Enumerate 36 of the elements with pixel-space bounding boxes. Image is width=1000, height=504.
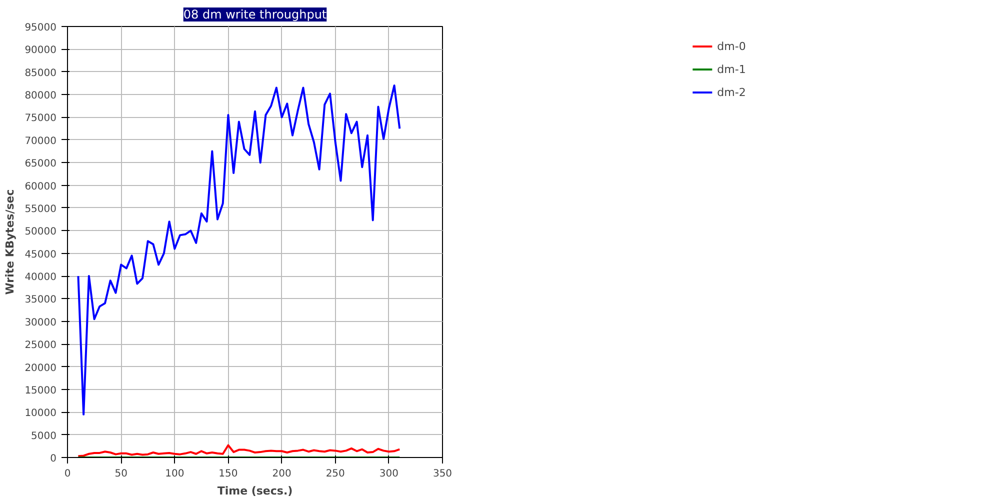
y-tick-label: 30000 [24, 317, 56, 328]
x-tick-label: 300 [379, 468, 398, 480]
y-tick-label: 75000 [24, 113, 56, 124]
line-series [77, 84, 401, 416]
line-series [77, 444, 401, 458]
x-tick-label: 200 [272, 468, 292, 480]
y-tick-label: 50000 [24, 226, 56, 238]
y-tick-label: 40000 [24, 272, 56, 284]
y-tick-label: 70000 [24, 136, 56, 147]
y-tick-label: 5000 [31, 430, 57, 442]
y-tick-label: 55000 [24, 204, 56, 215]
y-tick-label: 60000 [24, 181, 56, 192]
y-tick-label: 35000 [24, 294, 56, 306]
y-axis-title: Write KBytes/sec [4, 189, 17, 295]
legend-label: dm-2 [717, 86, 746, 98]
y-tick-label: 90000 [24, 45, 56, 56]
y-tick-label: 80000 [24, 90, 56, 102]
legend-label: dm-1 [717, 62, 746, 76]
y-tick-label: 65000 [24, 158, 56, 170]
y-tick-label: 25000 [24, 340, 56, 352]
chart-title: 08 dm write throughput [183, 8, 327, 22]
x-tick-label: 0 [64, 468, 71, 480]
y-tick-label: 95000 [24, 22, 56, 34]
y-tick-label: 0 [50, 454, 57, 464]
x-tick-label: 350 [432, 468, 452, 480]
x-axis-title: Time (secs.) [217, 484, 293, 498]
y-tick-label: 45000 [24, 249, 56, 260]
x-tick-label: 100 [165, 468, 184, 480]
legend-label: dm-0 [717, 40, 746, 52]
x-tick-label: 150 [218, 468, 238, 480]
y-tick-label: 15000 [24, 385, 56, 396]
y-tick-label: 85000 [24, 68, 56, 79]
x-tick-label: 50 [114, 468, 128, 480]
x-tick-label: 250 [326, 468, 345, 480]
y-tick-label: 20000 [24, 362, 56, 374]
y-tick-label: 10000 [24, 408, 56, 420]
